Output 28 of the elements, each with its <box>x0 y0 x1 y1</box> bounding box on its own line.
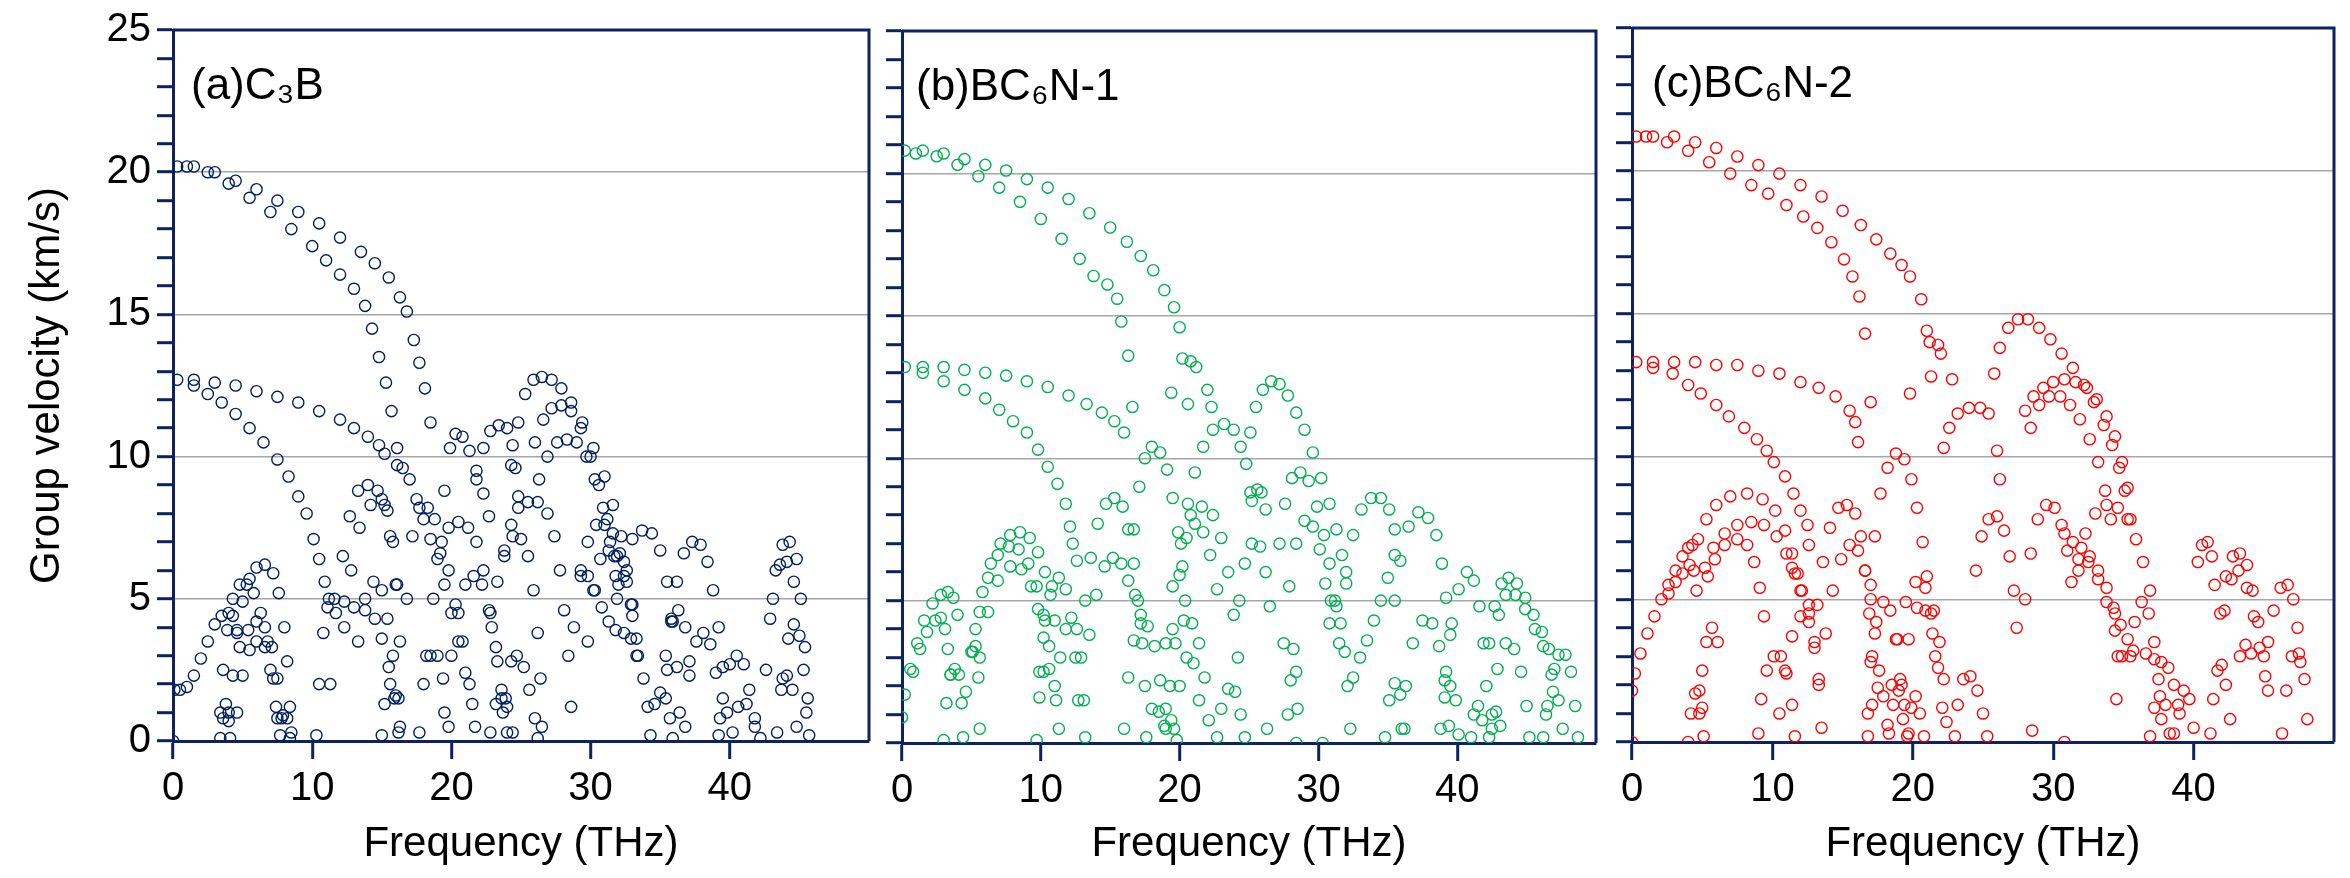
x-tick-label: 20 <box>429 764 474 809</box>
y-tick-label: 20 <box>106 147 151 192</box>
x-tick-label: 10 <box>1018 766 1064 811</box>
y-tick-label: 15 <box>106 289 151 334</box>
x-tick-label: 10 <box>1750 765 1795 810</box>
x-tick-label: 30 <box>568 764 613 809</box>
x-axis-title: Frequency (THz) <box>363 818 679 866</box>
y-tick-label: 10 <box>106 431 151 476</box>
x-tick-label: 0 <box>161 764 185 809</box>
text: (a)C₃B <box>191 59 324 109</box>
x-tick-label: 0 <box>890 766 914 811</box>
x-tick-label: 30 <box>2030 765 2076 810</box>
x-tick-label: 10 <box>289 764 335 809</box>
x-tick-label: 0 <box>1620 765 1644 810</box>
text: (b)BC₆N-1 <box>916 60 1120 110</box>
x-tick-label: 40 <box>2171 765 2216 810</box>
x-tick-label: 20 <box>1890 765 1936 810</box>
x-tick-label: 40 <box>707 764 753 809</box>
y-axis-title: Group velocity (km/s) <box>20 187 68 584</box>
x-axis-title: Frequency (THz) <box>1091 818 1407 866</box>
y-tick-label: 0 <box>128 716 151 761</box>
x-axis-title: Frequency (THz) <box>1825 818 2141 866</box>
y-tick-label: 25 <box>106 5 151 50</box>
text: (c)BC₆N-2 <box>1652 57 1854 107</box>
x-tick-label: 40 <box>1434 766 1480 811</box>
y-tick-label: 5 <box>128 573 151 618</box>
x-tick-label: 30 <box>1296 766 1341 811</box>
x-tick-label: 20 <box>1157 766 1202 811</box>
